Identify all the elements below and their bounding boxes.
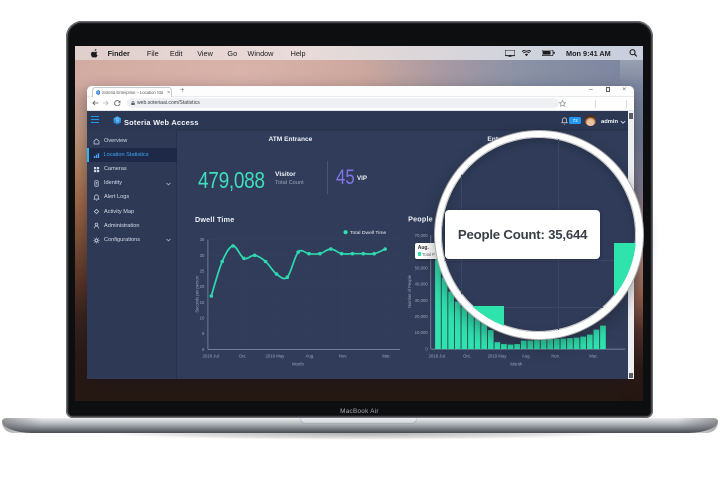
svg-text:2018 Jul.: 2018 Jul. [202,354,219,359]
svg-text:Nov.: Nov. [338,354,347,359]
svg-text:Mar.: Mar. [382,354,390,359]
svg-text:0: 0 [202,347,205,352]
svg-text:35: 35 [199,238,204,243]
svg-text:2019 May: 2019 May [265,354,285,359]
svg-text:Number of People: Number of People [406,275,411,309]
svg-text:S: S [115,118,119,124]
svg-text:S: S [97,91,100,95]
svg-text:20: 20 [199,285,204,290]
svg-text:Mar.: Mar. [589,354,597,359]
svg-text:70,000: 70,000 [414,233,428,238]
svg-text:30,000: 30,000 [414,298,428,303]
svg-text:10: 10 [199,316,204,321]
svg-text:50,000: 50,000 [414,266,428,271]
svg-text:Aug.: Aug. [305,354,314,359]
svg-text:2019 May: 2019 May [487,354,507,359]
svg-text:Month: Month [292,362,305,367]
svg-text:Dwell Time: Dwell Time [195,216,234,225]
svg-text:2018 Jul.: 2018 Jul. [428,354,445,359]
svg-text:30: 30 [199,253,204,258]
svg-text:20,000: 20,000 [414,314,428,319]
svg-text:15: 15 [199,300,204,305]
svg-text:People Count: People Count [408,215,457,224]
svg-text:10,000: 10,000 [414,331,428,336]
svg-text:40,000: 40,000 [414,282,428,287]
svg-text:25: 25 [199,269,204,274]
svg-text:Oct.: Oct. [463,354,471,359]
svg-text:Seconds per person: Seconds per person [194,277,199,314]
svg-text:5: 5 [202,331,205,336]
svg-text:0: 0 [425,347,428,352]
svg-text:Oct.: Oct. [238,354,246,359]
svg-text:Aug.: Aug. [522,354,531,359]
svg-text:Total Dwell Time: Total Dwell Time [350,230,387,236]
svg-text:Month: Month [510,362,523,367]
svg-text:Nov.: Nov. [551,354,560,359]
